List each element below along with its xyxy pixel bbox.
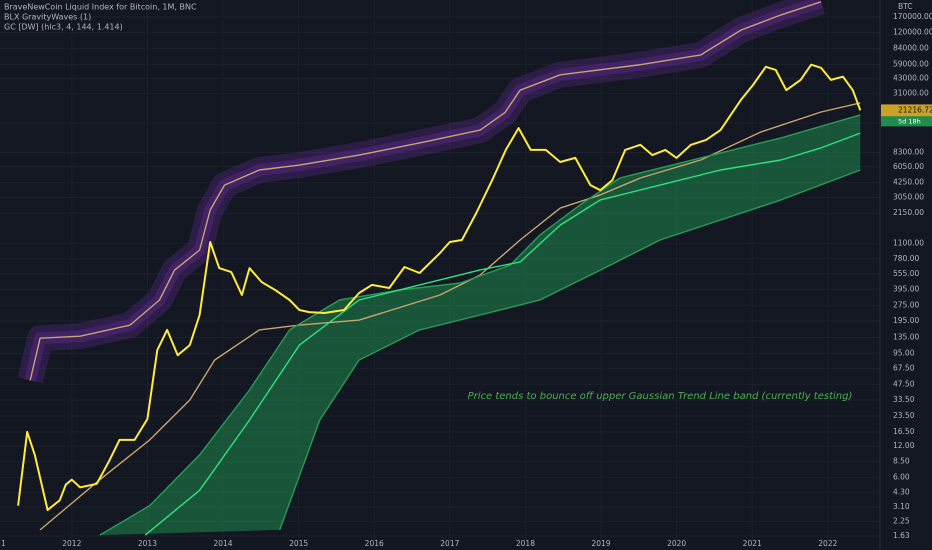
y-tick-label: 95.00	[893, 348, 915, 357]
y-tick-label: 4.30	[893, 487, 910, 496]
x-tick-label: 1	[1, 539, 6, 548]
y-tick-label: 395.00	[893, 284, 919, 293]
y-tick-label: 47.50	[893, 379, 915, 388]
y-tick-label: 3.10	[893, 502, 910, 511]
y-tick-label: 135.00	[893, 333, 919, 342]
y-tick-label: 6050.00	[893, 162, 924, 171]
y-axis-label: BTC	[898, 2, 913, 11]
legend-line: BraveNewCoin Liquid Index for Bitcoin, 1…	[4, 3, 197, 12]
y-tick-label: 120000.00	[893, 28, 932, 37]
y-tick-label: 84000.00	[893, 44, 929, 53]
y-tick-label: 555.00	[893, 269, 919, 278]
y-tick-label: 195.00	[893, 316, 919, 325]
countdown-box	[881, 116, 932, 127]
x-tick-label: 2020	[667, 539, 686, 548]
y-tick-label: 43000.00	[893, 74, 929, 83]
y-tick-label: 8300.00	[893, 148, 924, 157]
y-tick-label: 12.00	[893, 441, 915, 450]
price-label: 21216.72	[898, 105, 932, 114]
series-line	[99, 114, 861, 536]
y-tick-label: 2.25	[893, 516, 910, 525]
y-tick-label: 4250.00	[893, 178, 924, 187]
annotation: Price tends to bounce off upper Gaussian…	[468, 391, 853, 402]
series-line	[29, 1, 822, 381]
series-line	[279, 169, 861, 531]
y-tick-label: 59000.00	[893, 59, 929, 68]
plot-area	[17, 0, 862, 536]
y-tick-label: 6.00	[893, 472, 910, 481]
legend-line: BLX GravityWaves (1)	[4, 13, 91, 22]
y-tick-label: 31000.00	[893, 88, 929, 97]
price-label-box	[881, 104, 932, 117]
y-tick-label: 3050.00	[893, 193, 924, 202]
grid	[0, 0, 880, 540]
x-tick-label: 2013	[138, 539, 157, 548]
x-tick-label: 2017	[440, 539, 459, 548]
x-tick-label: 2015	[289, 539, 308, 548]
x-tick-label: 2012	[62, 539, 81, 548]
y-tick-label: 33.50	[893, 395, 915, 404]
y-tick-label: 8.50	[893, 457, 910, 466]
x-tick-label: 2016	[365, 539, 384, 548]
series-line	[144, 132, 861, 536]
x-tick-label: 2021	[743, 539, 762, 548]
y-tick-label: 2150.00	[893, 208, 924, 217]
y-tick-label: 1.63	[893, 531, 910, 540]
y-tick-label: 780.00	[893, 254, 919, 263]
series-line	[17, 63, 862, 511]
x-tick-label: 2014	[213, 539, 232, 548]
band-fill	[99, 114, 861, 536]
legend-line: GC [DW] (hlc3, 4, 144, 1.414)	[4, 23, 123, 32]
y-tick-label: 275.00	[893, 301, 919, 310]
x-tick-label: 2022	[818, 539, 837, 548]
y-tick-label: 170000.00	[893, 12, 932, 21]
y-tick-label: 1100.00	[893, 238, 924, 247]
x-tick-label: 2018	[516, 539, 535, 548]
y-tick-label: 16.50	[893, 427, 915, 436]
y-tick-label: 23.50	[893, 411, 915, 420]
x-tick-label: 2019	[591, 539, 610, 548]
countdown: 5d 18h	[898, 117, 921, 125]
y-tick-label: 67.50	[893, 364, 915, 373]
